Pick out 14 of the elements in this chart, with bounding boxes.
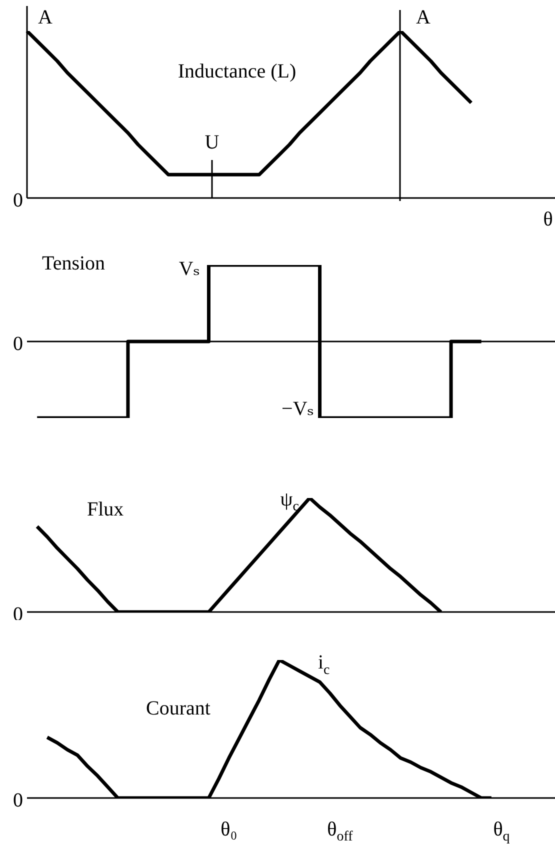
chart-title: Tension [42,252,106,274]
annotation: U [204,131,220,154]
text: A [38,6,53,28]
annotation: −Vₛ [282,398,314,420]
text: A [416,6,431,28]
text: 0 [13,789,23,812]
x-tick-label: θ₀ [220,818,238,840]
x-axis-title: θ [543,208,553,230]
text: 0 [13,189,23,212]
text: Inductance (L) [178,60,296,82]
text: 0 [13,332,23,355]
text: Courant [146,697,211,720]
annotation: Vₛ [178,258,200,280]
chart-title: Flux [87,498,124,520]
